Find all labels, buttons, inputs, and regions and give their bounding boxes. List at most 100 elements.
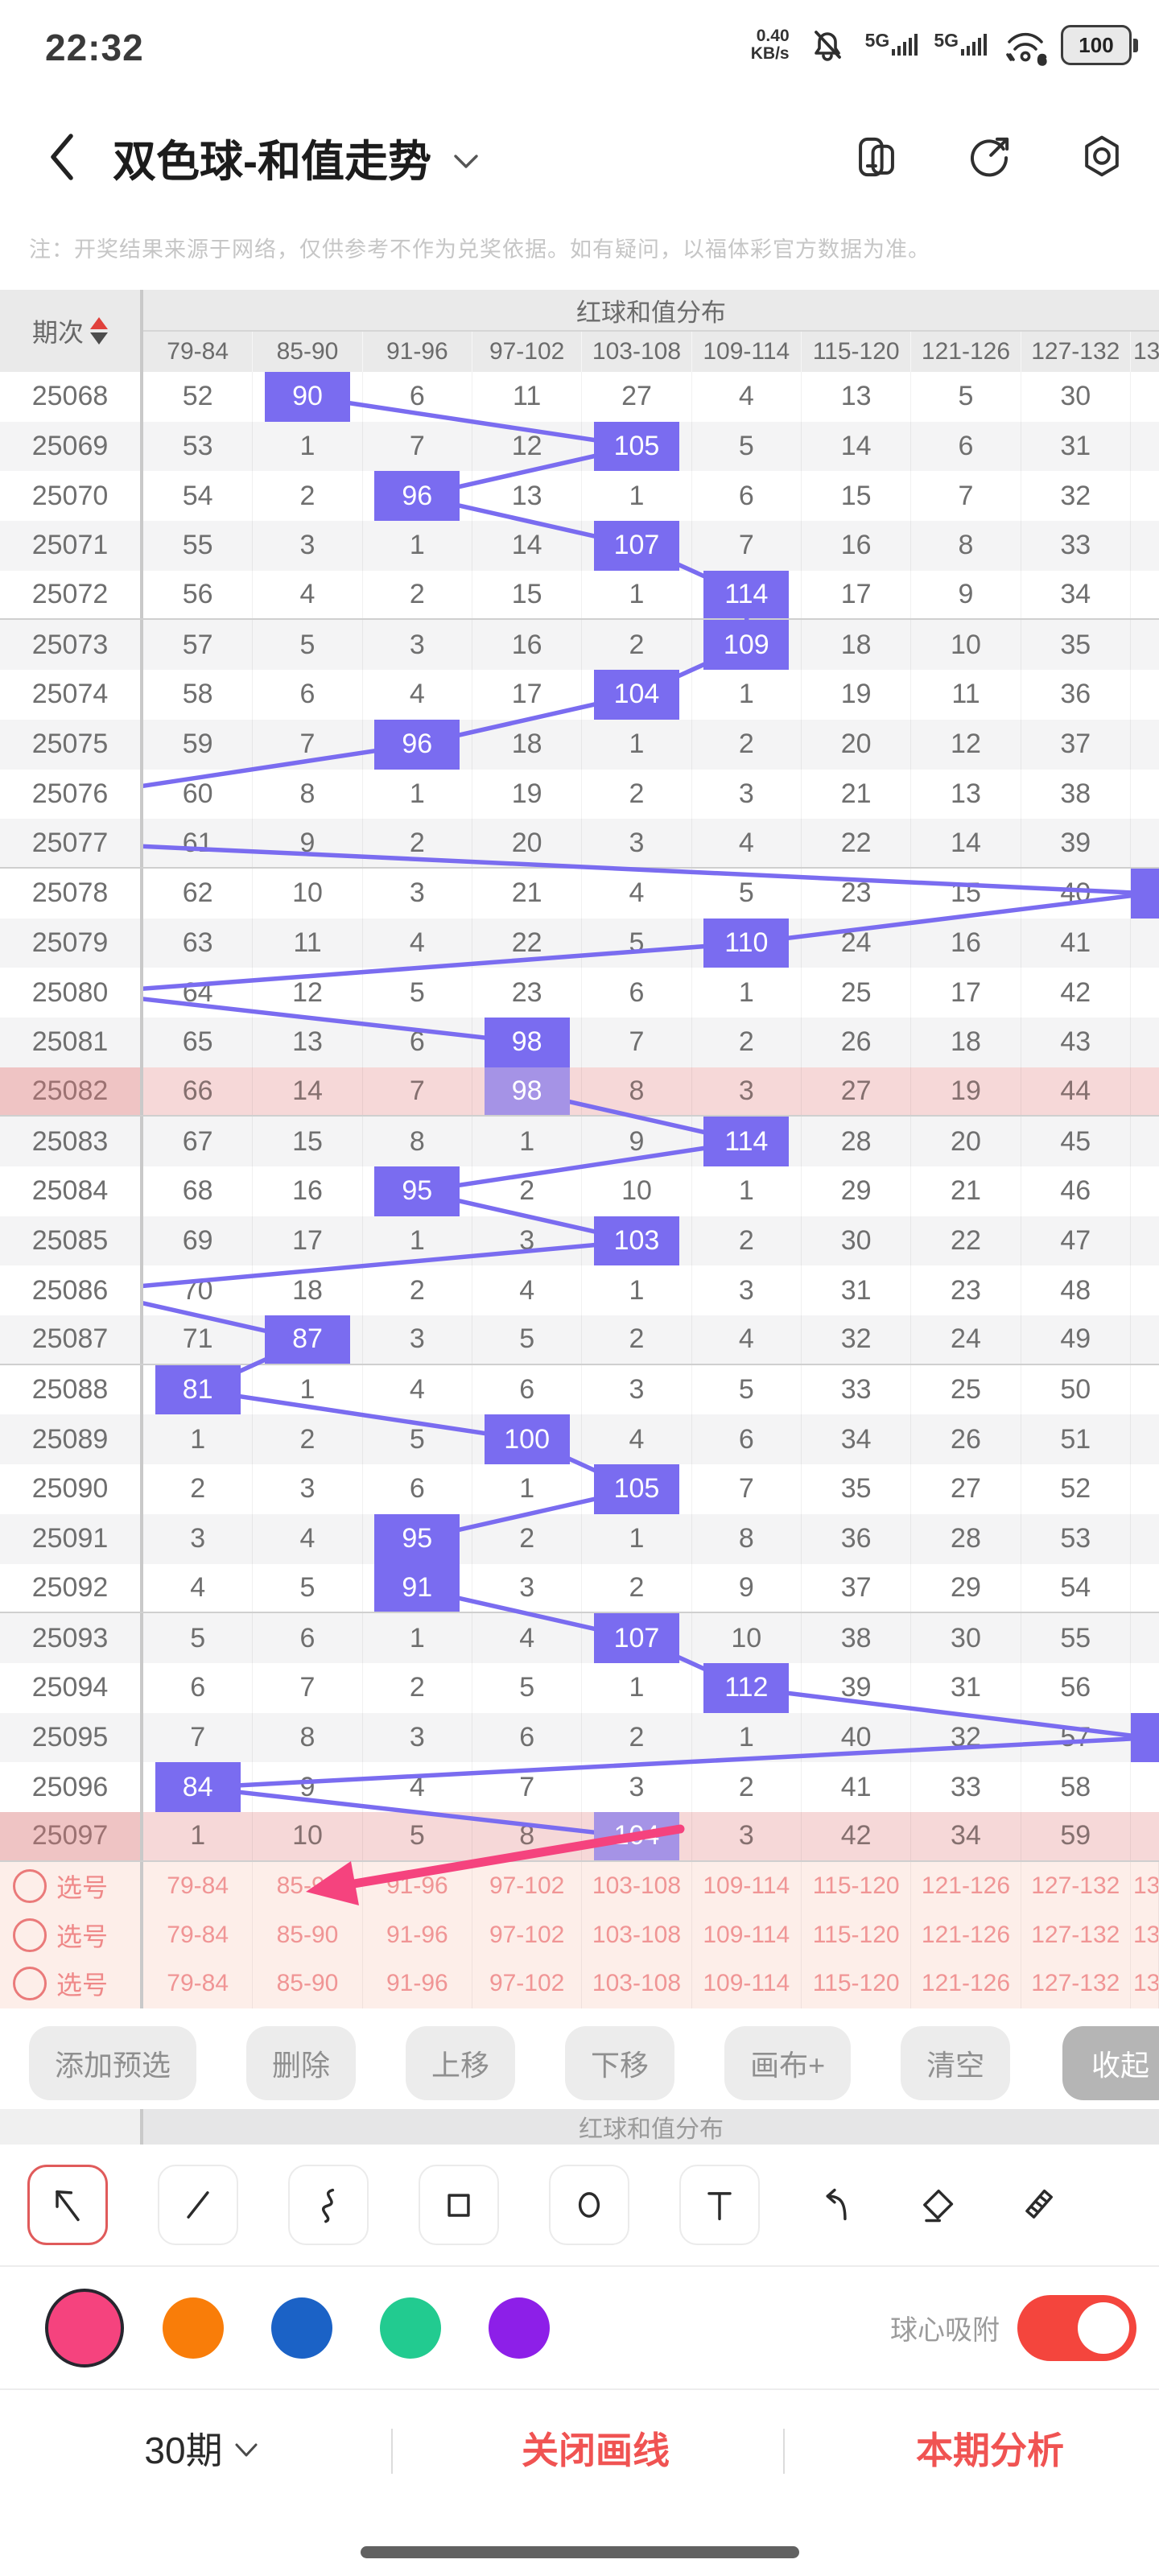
- pick-range-cell[interactable]: 13: [1131, 1861, 1159, 1911]
- action-button[interactable]: 添加预选: [29, 2025, 197, 2100]
- table-row[interactable]: 25085 69 17 1 3 103 2 30 22 47: [0, 1216, 1159, 1266]
- pick-range-cell[interactable]: 127-132: [1021, 1861, 1131, 1911]
- close-drawing-button[interactable]: 关闭画线: [522, 2429, 670, 2471]
- pick-range-cell[interactable]: 109-114: [692, 1910, 802, 1959]
- pick-range-cell[interactable]: 91-96: [363, 1861, 472, 1911]
- periods-dropdown[interactable]: 30期: [105, 2422, 298, 2479]
- pick-radio-icon[interactable]: [13, 1967, 47, 2001]
- table-row[interactable]: 25068 52 90 6 11 27 4 13 5 30: [0, 372, 1159, 422]
- pick-range-cell[interactable]: 127-132: [1021, 1910, 1131, 1959]
- action-button[interactable]: 删除: [246, 2025, 357, 2100]
- eraser-tool-icon[interactable]: [911, 2165, 963, 2245]
- table-row[interactable]: 25083 67 15 8 1 9 114 28 20 45: [0, 1117, 1159, 1166]
- table-row[interactable]: 25071 55 3 1 14 107 7 16 8 33: [0, 521, 1159, 571]
- pick-range-cell[interactable]: 103-108: [582, 1959, 692, 2008]
- pick-range-cell[interactable]: 115-120: [802, 1861, 912, 1911]
- home-indicator[interactable]: [361, 2546, 799, 2558]
- table-row[interactable]: 25079 63 11 4 22 5 110 24 16 41: [0, 918, 1159, 968]
- pick-range-cell[interactable]: 85-90: [253, 1861, 363, 1911]
- table-row[interactable]: 25069 53 1 7 12 105 5 14 6 31: [0, 421, 1159, 472]
- table-row[interactable]: 25074 58 6 4 17 104 1 19 11 36: [0, 670, 1159, 720]
- pick-range-cell[interactable]: 121-126: [911, 1861, 1021, 1911]
- pick-row[interactable]: 选号 79-84 85-90 91-96 97-102 103-108 109-114 115…: [0, 1910, 1159, 1959]
- pick-range-cell[interactable]: 127-132: [1021, 1959, 1131, 2008]
- pick-range-cell[interactable]: 85-90: [253, 1910, 363, 1959]
- pick-radio-icon[interactable]: [13, 1868, 47, 1903]
- collapse-button[interactable]: 收起: [1062, 2025, 1159, 2100]
- action-button[interactable]: 画布+: [724, 2025, 852, 2100]
- pick-range-cell[interactable]: 97-102: [472, 1959, 583, 2008]
- table-row[interactable]: 25089 1 2 5 100 4 6 34 26 51: [0, 1414, 1159, 1465]
- sum-cell: 1: [472, 1464, 583, 1514]
- table-row[interactable]: 25084 68 16 95 2 10 1 29 21 46: [0, 1166, 1159, 1216]
- action-button[interactable]: 清空: [901, 2025, 1011, 2100]
- table-row[interactable]: 25092 4 5 91 3 2 9 37 29 54: [0, 1563, 1159, 1614]
- table-row[interactable]: 25080 64 12 5 23 6 1 25 17 42: [0, 968, 1159, 1018]
- table-row[interactable]: 25090 2 3 6 1 105 7 35 27 52: [0, 1464, 1159, 1514]
- action-button[interactable]: 下移: [565, 2025, 675, 2100]
- table-row[interactable]: 25081 65 13 6 98 7 2 26 18 43: [0, 1017, 1159, 1067]
- period-column-header[interactable]: 期次: [0, 290, 143, 372]
- table-row[interactable]: 25096 84 9 4 7 3 2 41 33 58: [0, 1762, 1159, 1812]
- table-row[interactable]: 25094 6 7 2 5 1 112 39 31 56: [0, 1662, 1159, 1713]
- rectangle-tool-icon[interactable]: [419, 2165, 499, 2245]
- table-row[interactable]: 25073 57 5 3 16 2 109 18 10 35: [0, 620, 1159, 671]
- pick-range-cell[interactable]: 115-120: [802, 1910, 912, 1959]
- sort-icons[interactable]: [90, 317, 108, 345]
- snap-toggle[interactable]: [1017, 2294, 1136, 2361]
- color-swatch-orange[interactable]: [163, 2297, 224, 2359]
- pick-row[interactable]: 选号 79-84 85-90 91-96 97-102 103-108 109-114 115…: [0, 1861, 1159, 1911]
- pick-range-cell[interactable]: 91-96: [363, 1959, 472, 2008]
- color-swatch-blue[interactable]: [271, 2297, 332, 2359]
- color-swatch-pink[interactable]: [45, 2288, 124, 2368]
- pick-range-cell[interactable]: 13: [1131, 1910, 1159, 1959]
- pick-range-cell[interactable]: 103-108: [582, 1861, 692, 1911]
- table-row[interactable]: 25082 66 14 7 98 8 3 27 19 44: [0, 1067, 1159, 1117]
- pick-range-cell[interactable]: 97-102: [472, 1861, 583, 1911]
- pick-range-cell[interactable]: 79-84: [143, 1910, 254, 1959]
- table-row[interactable]: 25076 60 8 1 19 2 3 21 13 38: [0, 769, 1159, 819]
- pick-range-cell[interactable]: 121-126: [911, 1910, 1021, 1959]
- pick-range-cell[interactable]: 85-90: [253, 1959, 363, 2008]
- table-row[interactable]: 25072 56 4 2 15 1 114 17 9 34: [0, 570, 1159, 621]
- pick-range-cell[interactable]: 79-84: [143, 1861, 254, 1911]
- circle-tool-icon[interactable]: [549, 2165, 629, 2245]
- text-tool-icon[interactable]: [679, 2165, 760, 2245]
- analysis-button[interactable]: 本期分析: [916, 2429, 1064, 2471]
- table-row[interactable]: 25075 59 7 96 18 1 2 20 12 37: [0, 719, 1159, 770]
- pick-radio-icon[interactable]: [13, 1918, 47, 1952]
- settings-icon[interactable]: [1077, 132, 1127, 182]
- table-row[interactable]: 25095 7 8 3 6 2 1 40 32 57: [0, 1712, 1159, 1763]
- ruler-tool-icon[interactable]: [1013, 2165, 1064, 2245]
- multi-window-icon[interactable]: [852, 132, 901, 182]
- curve-tool-icon[interactable]: [288, 2165, 369, 2245]
- table-row[interactable]: 25086 70 18 2 4 1 3 31 23 48: [0, 1265, 1159, 1316]
- pick-range-cell[interactable]: 121-126: [911, 1959, 1021, 2008]
- pick-range-cell[interactable]: 97-102: [472, 1910, 583, 1959]
- pick-range-cell[interactable]: 13: [1131, 1959, 1159, 2008]
- pick-range-cell[interactable]: 79-84: [143, 1959, 254, 2008]
- title-dropdown[interactable]: [452, 153, 480, 171]
- table-row[interactable]: 25087 71 87 3 5 2 4 32 24 49: [0, 1315, 1159, 1365]
- table-row[interactable]: 25077 61 9 2 20 3 4 22 14 39: [0, 819, 1159, 869]
- color-swatch-green[interactable]: [380, 2297, 441, 2359]
- pick-range-cell[interactable]: 103-108: [582, 1910, 692, 1959]
- pick-row[interactable]: 选号 79-84 85-90 91-96 97-102 103-108 109-114 115…: [0, 1959, 1159, 2008]
- action-button[interactable]: 上移: [406, 2025, 516, 2100]
- share-icon[interactable]: [964, 132, 1014, 182]
- table-row[interactable]: 25093 5 6 1 4 107 10 38 30 55: [0, 1613, 1159, 1663]
- pick-range-cell[interactable]: 109-114: [692, 1861, 802, 1911]
- table-row[interactable]: 25091 3 4 95 2 1 8 36 28 53: [0, 1513, 1159, 1564]
- arrow-tool-icon[interactable]: [27, 2165, 108, 2245]
- table-row[interactable]: 25088 81 1 4 6 3 5 33 25 50: [0, 1364, 1159, 1415]
- table-row[interactable]: 25078 62 10 3 21 4 5 23 15 40: [0, 868, 1159, 919]
- table-row[interactable]: 25097 1 10 5 8 104 3 42 34 59: [0, 1811, 1159, 1862]
- back-button[interactable]: [47, 131, 79, 183]
- line-tool-icon[interactable]: [158, 2165, 238, 2245]
- pick-range-cell[interactable]: 91-96: [363, 1910, 472, 1959]
- color-swatch-purple[interactable]: [489, 2297, 550, 2359]
- undo-tool-icon[interactable]: [810, 2165, 861, 2245]
- pick-range-cell[interactable]: 109-114: [692, 1959, 802, 2008]
- pick-range-cell[interactable]: 115-120: [802, 1959, 912, 2008]
- table-row[interactable]: 25070 54 2 96 13 1 6 15 7 32: [0, 471, 1159, 522]
